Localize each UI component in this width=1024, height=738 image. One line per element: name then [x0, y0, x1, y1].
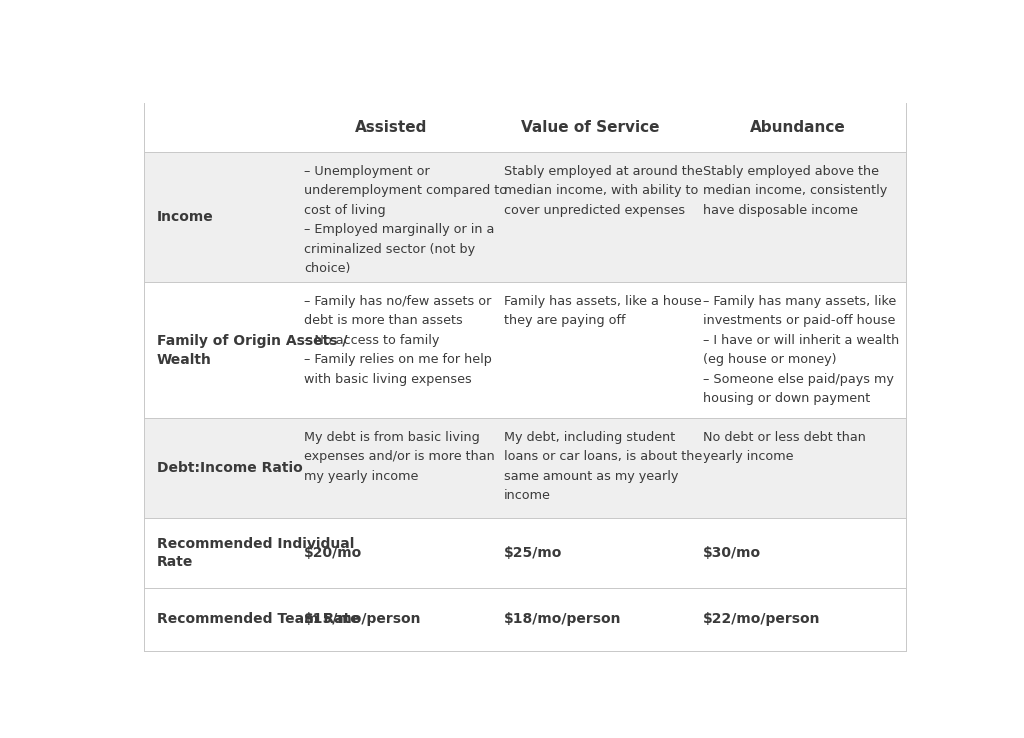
- Text: Recommended Team Rate: Recommended Team Rate: [157, 613, 359, 627]
- Text: Value of Service: Value of Service: [521, 120, 659, 135]
- Text: Assisted: Assisted: [355, 120, 427, 135]
- Bar: [143, 283, 906, 418]
- Text: My debt, including student
loans or car loans, is about the
same amount as my ye: My debt, including student loans or car …: [504, 431, 701, 503]
- Text: – Family has no/few assets or
debt is more than assets
– No access to family
– F: – Family has no/few assets or debt is mo…: [304, 295, 492, 386]
- Text: Debt:Income Ratio: Debt:Income Ratio: [157, 461, 302, 475]
- Bar: [143, 103, 906, 152]
- Text: Recommended Individual
Rate: Recommended Individual Rate: [157, 537, 354, 569]
- Text: $30/mo: $30/mo: [703, 546, 761, 560]
- Text: Stably employed above the
median income, consistently
have disposable income: Stably employed above the median income,…: [703, 165, 887, 217]
- Bar: [143, 152, 906, 283]
- Text: Family has assets, like a house
they are paying off: Family has assets, like a house they are…: [504, 295, 701, 328]
- Text: $20/mo: $20/mo: [304, 546, 362, 560]
- Text: Family of Origin Assets /
Wealth: Family of Origin Assets / Wealth: [157, 334, 347, 367]
- Text: Stably employed at around the
median income, with ability to
cover unpredicted e: Stably employed at around the median inc…: [504, 165, 702, 217]
- Bar: [143, 518, 906, 587]
- Text: $18/mo/person: $18/mo/person: [504, 613, 622, 627]
- Text: Income: Income: [157, 210, 213, 224]
- Bar: [143, 587, 906, 651]
- Text: $22/mo/person: $22/mo/person: [703, 613, 820, 627]
- Text: $15/mo/person: $15/mo/person: [304, 613, 422, 627]
- Text: My debt is from basic living
expenses and/or is more than
my yearly income: My debt is from basic living expenses an…: [304, 431, 495, 483]
- Text: Abundance: Abundance: [751, 120, 846, 135]
- Text: $25/mo: $25/mo: [504, 546, 562, 560]
- Text: No debt or less debt than
yearly income: No debt or less debt than yearly income: [703, 431, 866, 463]
- Text: – Family has many assets, like
investments or paid-off house
– I have or will in: – Family has many assets, like investmen…: [703, 295, 899, 405]
- Text: – Unemployment or
underemployment compared to
cost of living
– Employed marginal: – Unemployment or underemployment compar…: [304, 165, 507, 275]
- Bar: [143, 418, 906, 518]
